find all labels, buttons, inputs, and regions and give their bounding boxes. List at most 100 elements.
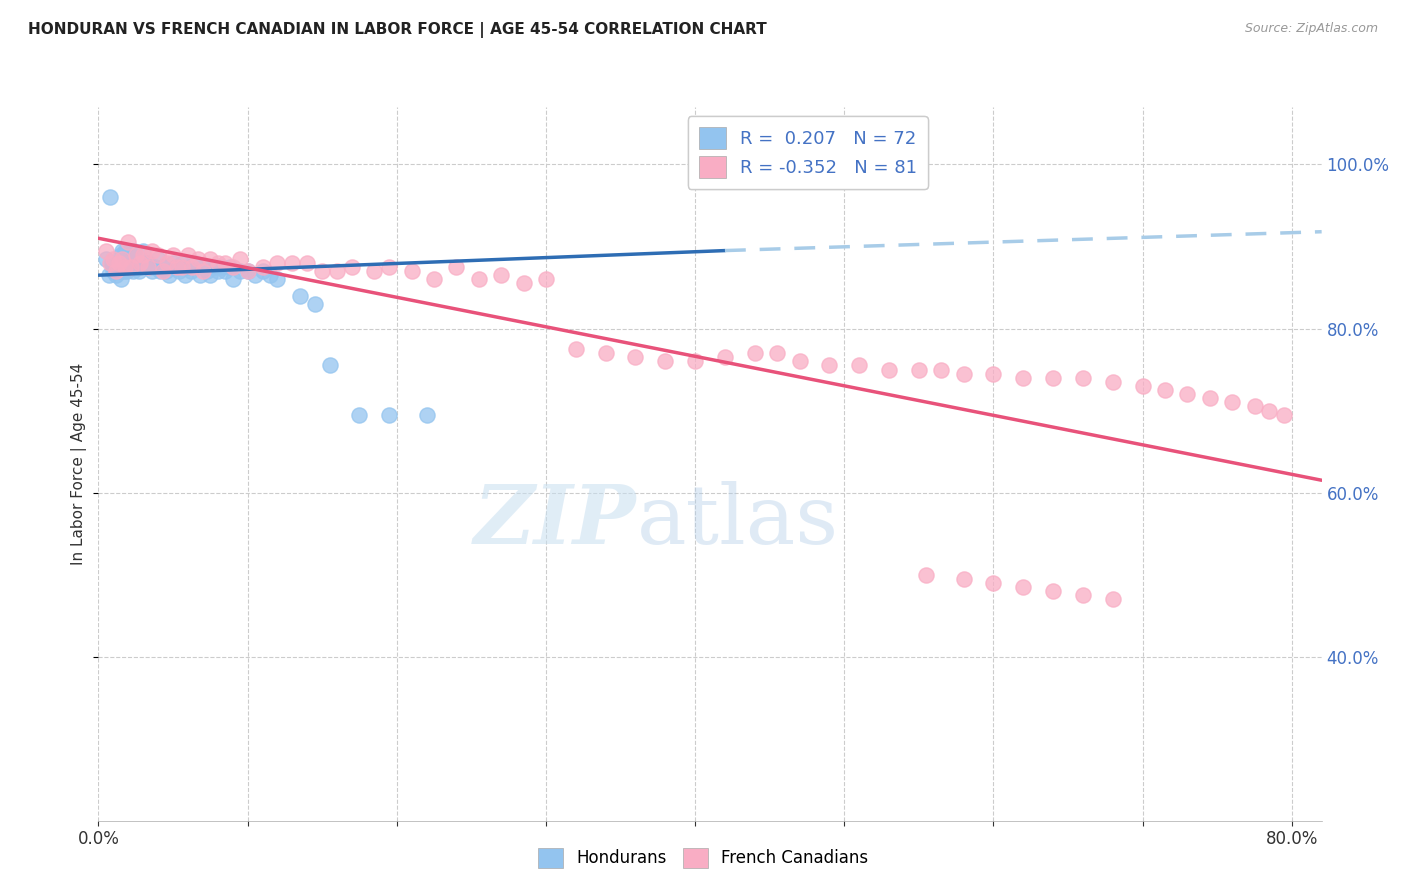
- Point: [146, 252, 169, 266]
- Point: [141, 244, 163, 258]
- Point: [200, 252, 222, 266]
- Y-axis label: In Labor Force | Age 45-54: In Labor Force | Age 45-54: [70, 363, 87, 565]
- Point: [326, 264, 349, 278]
- Point: [101, 256, 124, 270]
- Point: [132, 244, 155, 258]
- Point: [157, 268, 180, 283]
- Point: [188, 268, 211, 283]
- Point: [415, 408, 437, 422]
- Point: [128, 264, 150, 278]
- Point: [1177, 387, 1199, 401]
- Point: [98, 256, 121, 270]
- Point: [174, 268, 197, 283]
- Point: [1071, 588, 1094, 602]
- Point: [180, 264, 202, 278]
- Point: [105, 264, 128, 278]
- Point: [141, 264, 163, 278]
- Point: [165, 260, 187, 274]
- Point: [122, 244, 145, 258]
- Point: [129, 260, 152, 274]
- Point: [139, 260, 162, 274]
- Point: [191, 260, 214, 274]
- Point: [136, 260, 159, 274]
- Point: [187, 252, 209, 266]
- Point: [221, 260, 243, 274]
- Point: [952, 367, 974, 381]
- Point: [207, 256, 229, 270]
- Point: [167, 264, 190, 278]
- Point: [108, 256, 131, 270]
- Point: [744, 346, 766, 360]
- Point: [204, 260, 226, 274]
- Point: [534, 272, 557, 286]
- Point: [114, 244, 136, 258]
- Point: [446, 260, 468, 274]
- Point: [132, 248, 155, 262]
- Point: [243, 268, 266, 283]
- Point: [146, 248, 169, 262]
- Point: [1042, 584, 1064, 599]
- Point: [252, 260, 274, 274]
- Point: [94, 252, 117, 266]
- Point: [110, 248, 132, 262]
- Point: [120, 260, 142, 274]
- Point: [108, 264, 131, 278]
- Point: [378, 408, 401, 422]
- Point: [929, 362, 952, 376]
- Point: [468, 272, 491, 286]
- Point: [118, 244, 141, 258]
- Point: [595, 346, 617, 360]
- Point: [983, 575, 1005, 590]
- Point: [110, 272, 132, 286]
- Point: [162, 256, 184, 270]
- Point: [1101, 592, 1123, 607]
- Point: [103, 252, 125, 266]
- Point: [155, 264, 177, 278]
- Point: [177, 260, 200, 274]
- Point: [105, 268, 128, 283]
- Point: [340, 260, 363, 274]
- Point: [654, 354, 676, 368]
- Point: [624, 350, 647, 364]
- Point: [115, 264, 138, 278]
- Point: [105, 264, 128, 278]
- Point: [121, 244, 143, 258]
- Point: [121, 264, 143, 278]
- Point: [127, 256, 149, 270]
- Point: [110, 264, 132, 278]
- Point: [207, 264, 229, 278]
- Point: [423, 272, 446, 286]
- Point: [297, 256, 319, 270]
- Point: [1042, 370, 1064, 384]
- Point: [191, 264, 214, 278]
- Point: [288, 288, 311, 302]
- Point: [214, 264, 236, 278]
- Point: [111, 256, 134, 270]
- Point: [318, 359, 340, 373]
- Point: [111, 252, 134, 266]
- Point: [107, 260, 129, 274]
- Point: [195, 264, 218, 278]
- Point: [170, 256, 193, 270]
- Point: [103, 264, 125, 278]
- Point: [125, 248, 148, 262]
- Point: [1132, 379, 1154, 393]
- Point: [349, 408, 371, 422]
- Text: Source: ZipAtlas.com: Source: ZipAtlas.com: [1244, 22, 1378, 36]
- Point: [200, 268, 222, 283]
- Point: [252, 264, 274, 278]
- Point: [111, 244, 134, 258]
- Point: [818, 359, 841, 373]
- Point: [136, 256, 159, 270]
- Point: [1071, 370, 1094, 384]
- Point: [104, 260, 127, 274]
- Point: [363, 264, 385, 278]
- Point: [97, 268, 120, 283]
- Point: [181, 260, 204, 274]
- Point: [1258, 403, 1281, 417]
- Point: [98, 190, 121, 204]
- Point: [221, 272, 243, 286]
- Text: atlas: atlas: [637, 481, 839, 561]
- Point: [143, 260, 166, 274]
- Point: [125, 256, 148, 270]
